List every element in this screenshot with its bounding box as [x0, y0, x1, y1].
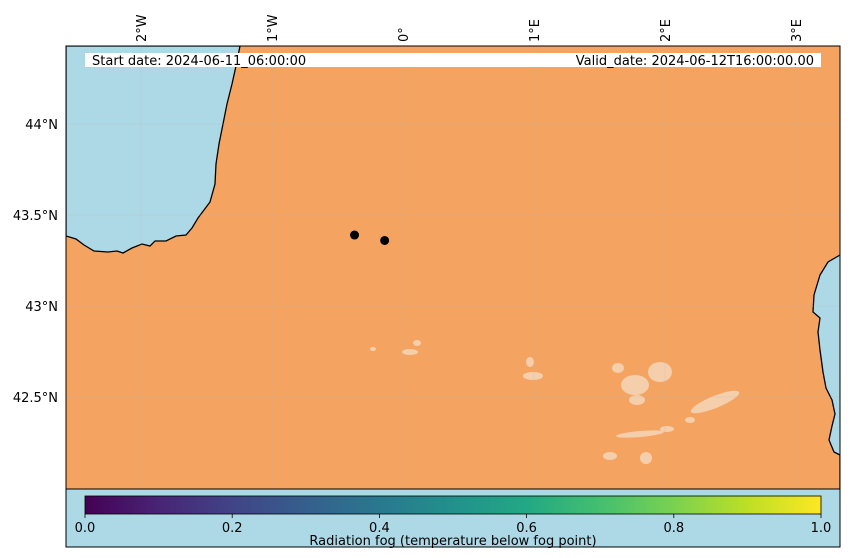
colorbar-panel: 0.0 0.2 0.4 0.6 0.8 1.0 Radiation fog (temper… [65, 488, 841, 549]
stations [350, 230, 390, 245]
lon-tick-label: 2°E [659, 19, 674, 42]
lat-tick-label: 42.5°N [13, 391, 58, 406]
gridlines [66, 46, 840, 489]
lon-tick-label: 2°W [135, 14, 150, 42]
lon-tick-label: 0° [397, 27, 412, 42]
colorbar-ticks: 0.0 0.2 0.4 0.6 0.8 1.0 [75, 514, 832, 536]
valid-date-label: Valid_date: 2024-06-12T16:00:00.00 [576, 54, 814, 69]
lat-tick-label: 43.5°N [13, 209, 58, 224]
info-banner [85, 53, 821, 67]
mediterranean-sea [812, 254, 840, 489]
lon-tick-label: 1°E [528, 19, 543, 42]
lon-tick-label: 1°W [266, 14, 281, 42]
colorbar-label: Radiation fog (temperature below fog poi… [309, 534, 596, 549]
colorbar-tick-label: 1.0 [811, 521, 832, 536]
start-date-label: Start date: 2024-06-11_06:00:00 [92, 54, 306, 69]
colorbar-tick-label: 0.2 [222, 521, 243, 536]
colorbar-tick-label: 0.6 [516, 521, 537, 536]
map-panel[interactable]: Start date: 2024-06-11_06:00:00 Valid_da… [65, 45, 846, 490]
atlantic-sea [66, 46, 241, 254]
latitude-ticks: 44°N 43.5°N 43°N 42.5°N [13, 118, 58, 406]
fog-patches [370, 340, 740, 464]
colorbar-tick-label: 0.8 [663, 521, 684, 536]
colorbar-tick-label: 0.0 [75, 521, 96, 536]
colorbar-tick-label: 0.4 [369, 521, 390, 536]
longitude-ticks: 2°W 1°W 0° 1°E 2°E 3°E [135, 14, 805, 42]
lon-tick-label: 3°E [790, 19, 805, 42]
station-marker[interactable] [350, 230, 360, 240]
lat-tick-label: 44°N [25, 118, 58, 133]
station-marker[interactable] [380, 235, 390, 245]
lat-tick-label: 43°N [25, 300, 58, 315]
colorbar [84, 495, 822, 515]
